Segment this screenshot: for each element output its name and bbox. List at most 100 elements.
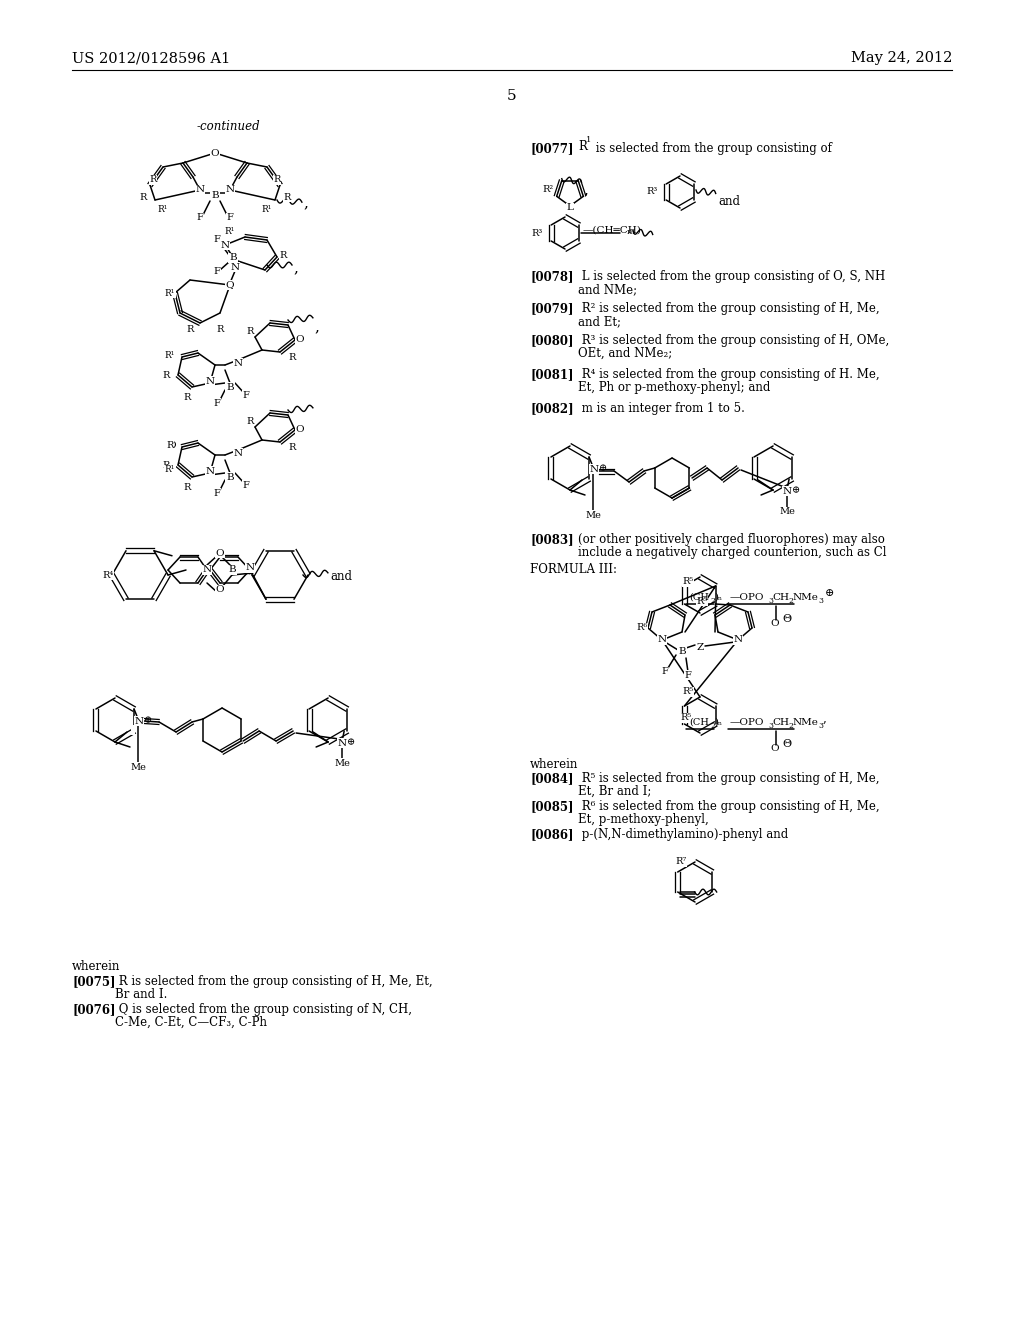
Text: ,: ,: [303, 195, 308, 210]
Text: F: F: [214, 235, 220, 244]
Text: R¹: R¹: [165, 289, 175, 297]
Text: R³ is selected from the group consisting of H, OMe,: R³ is selected from the group consisting…: [578, 334, 889, 347]
Text: R: R: [216, 326, 223, 334]
Text: ⁻: ⁻: [803, 535, 809, 543]
Text: NMe: NMe: [793, 718, 818, 727]
Text: wherein: wherein: [530, 758, 579, 771]
Text: 1: 1: [586, 136, 592, 144]
Text: R⁵: R⁵: [682, 688, 693, 697]
Text: and NMe;: and NMe;: [578, 282, 637, 296]
Text: O: O: [211, 149, 219, 157]
Text: R: R: [150, 176, 157, 185]
Text: FORMULA III:: FORMULA III:: [530, 564, 617, 576]
Text: and Et;: and Et;: [578, 315, 621, 327]
Text: US 2012/0128596 A1: US 2012/0128596 A1: [72, 51, 230, 65]
Text: R: R: [578, 140, 587, 153]
Text: O: O: [168, 441, 176, 450]
Text: R⁵: R⁵: [681, 714, 692, 722]
Text: R²: R²: [543, 186, 554, 194]
Text: N: N: [657, 635, 667, 644]
Text: ,: ,: [822, 711, 826, 725]
Text: R¹: R¹: [225, 227, 236, 236]
Text: 3: 3: [768, 722, 773, 730]
Text: R: R: [247, 327, 254, 337]
Text: Θ: Θ: [782, 739, 792, 748]
Text: 2: 2: [711, 597, 716, 605]
Text: B: B: [226, 473, 233, 482]
Text: R⁵: R⁵: [682, 578, 693, 586]
Text: N: N: [338, 738, 347, 747]
Text: N: N: [206, 376, 215, 385]
Text: ⊕: ⊕: [824, 587, 834, 598]
Text: N: N: [206, 466, 215, 475]
Text: Θ: Θ: [782, 614, 792, 624]
Text: N: N: [225, 186, 234, 194]
Text: R: R: [183, 483, 190, 491]
Text: and: and: [330, 570, 352, 583]
Text: m: m: [627, 228, 635, 236]
Text: —OPO: —OPO: [729, 593, 764, 602]
Text: R² is selected from the group consisting of H, Me,: R² is selected from the group consisting…: [578, 302, 880, 315]
Text: [0079]: [0079]: [530, 302, 573, 315]
Text: N: N: [196, 186, 205, 194]
Text: p-(N,N-dimethylamino)-phenyl and: p-(N,N-dimethylamino)-phenyl and: [578, 828, 788, 841]
Text: R: R: [139, 193, 146, 202]
Text: Me: Me: [585, 511, 601, 520]
Text: [0075]: [0075]: [72, 975, 116, 987]
Text: O: O: [216, 586, 224, 594]
Text: B: B: [229, 253, 237, 263]
Text: O: O: [770, 619, 779, 628]
Text: and: and: [718, 195, 740, 209]
Text: R¹: R¹: [165, 351, 175, 359]
Text: ,: ,: [584, 183, 589, 198]
Text: R¹: R¹: [158, 206, 168, 214]
Text: [0080]: [0080]: [530, 334, 573, 347]
Text: N: N: [782, 487, 792, 495]
Text: m is an integer from 1 to 5.: m is an integer from 1 to 5.: [578, 403, 744, 414]
Text: Q is selected from the group consisting of N, CH,: Q is selected from the group consisting …: [115, 1003, 412, 1016]
Text: Et, p-methoxy-phenyl,: Et, p-methoxy-phenyl,: [578, 813, 709, 826]
Text: 3: 3: [768, 597, 773, 605]
Text: F: F: [214, 267, 220, 276]
Text: R is selected from the group consisting of H, Me, Et,: R is selected from the group consisting …: [115, 975, 432, 987]
Text: (CH: (CH: [689, 593, 710, 602]
Text: (CH: (CH: [689, 718, 710, 727]
Text: N: N: [203, 565, 212, 574]
Text: Z: Z: [696, 643, 703, 652]
Text: Et, Br and I;: Et, Br and I;: [578, 785, 651, 799]
Text: [0081]: [0081]: [530, 368, 573, 381]
Text: N: N: [220, 240, 229, 249]
Text: R¹: R¹: [262, 206, 272, 214]
Text: Et, Ph or p-methoxy-phenyl; and: Et, Ph or p-methoxy-phenyl; and: [578, 381, 770, 393]
Text: —(CH═CH): —(CH═CH): [583, 226, 642, 235]
Text: B: B: [678, 648, 686, 656]
Text: R: R: [186, 326, 194, 334]
Text: )ₙ: )ₙ: [715, 718, 723, 727]
Text: [0083]: [0083]: [530, 533, 573, 546]
Text: O: O: [168, 351, 176, 359]
Text: B: B: [211, 190, 219, 199]
Text: N: N: [233, 449, 243, 458]
Text: —OPO: —OPO: [729, 718, 764, 727]
Text: N: N: [134, 717, 143, 726]
Text: N: N: [230, 263, 240, 272]
Text: F: F: [685, 671, 691, 680]
Text: [0084]: [0084]: [530, 772, 573, 785]
Text: B: B: [226, 383, 233, 392]
Text: ⊕: ⊕: [144, 717, 153, 726]
Text: O: O: [296, 425, 304, 434]
Text: R¹: R¹: [165, 466, 175, 474]
Text: F: F: [214, 488, 220, 498]
Text: R⁵ is selected from the group consisting of H, Me,: R⁵ is selected from the group consisting…: [578, 772, 880, 785]
Text: B: B: [228, 565, 236, 574]
Text: R⁴: R⁴: [102, 570, 114, 579]
Text: ⊕: ⊕: [599, 465, 607, 474]
Text: F: F: [662, 668, 669, 676]
Text: [0086]: [0086]: [530, 828, 573, 841]
Text: Q: Q: [225, 281, 234, 289]
Text: 2: 2: [711, 722, 716, 730]
Text: L: L: [566, 203, 573, 213]
Text: 2: 2: [788, 722, 794, 730]
Text: N: N: [233, 359, 243, 367]
Text: R: R: [273, 176, 281, 185]
